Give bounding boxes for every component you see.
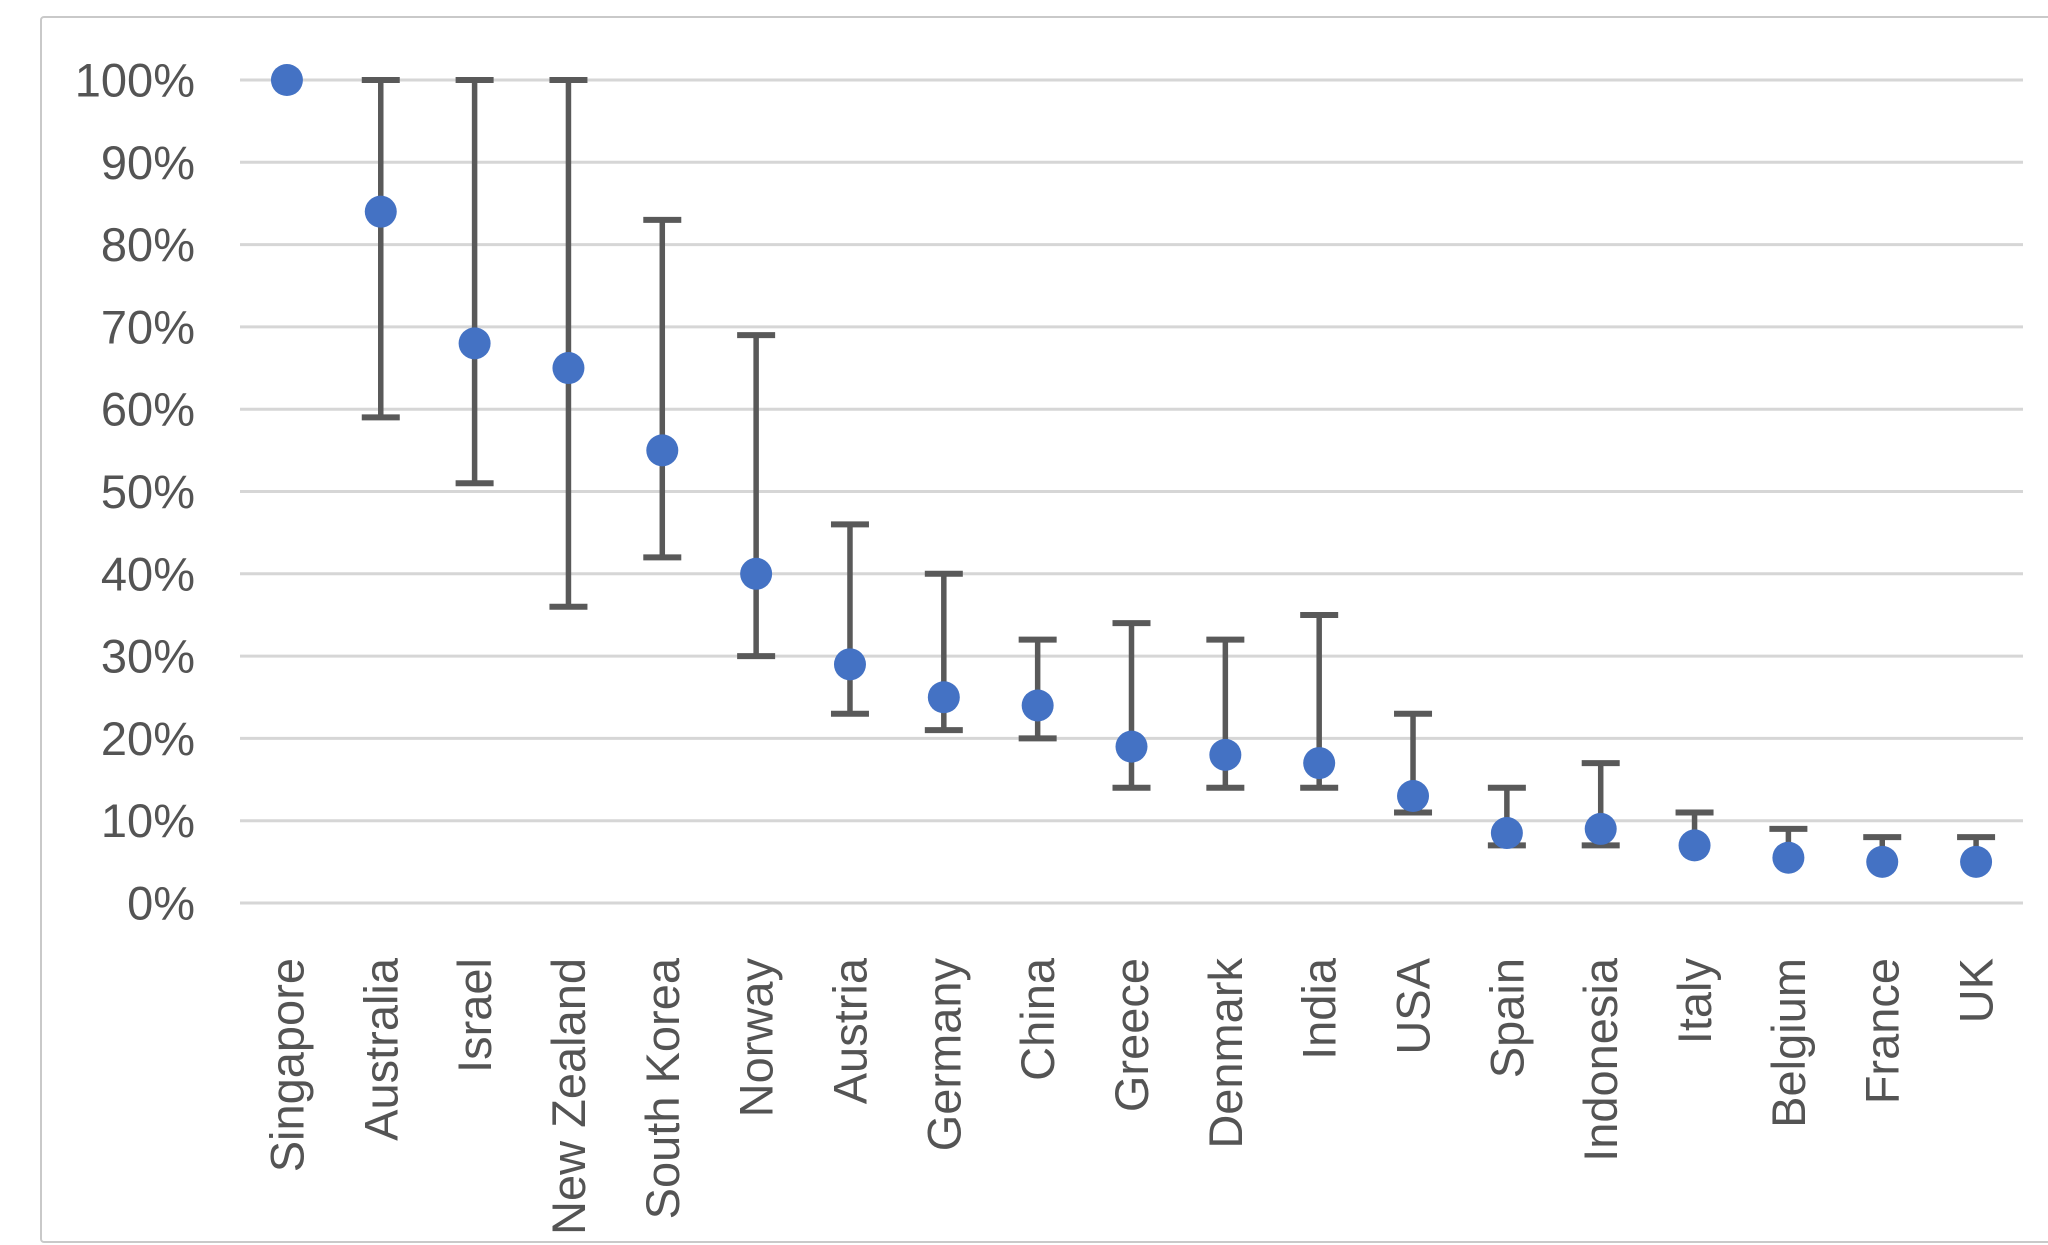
data-point-usa — [1397, 780, 1430, 813]
error-bar-austria — [830, 521, 869, 717]
error-bar-china — [1018, 636, 1057, 742]
data-point-new-zealand — [552, 352, 585, 385]
error-bar-israel — [455, 77, 494, 487]
y-tick-label-50: 50% — [101, 465, 195, 518]
data-point-germany — [927, 681, 960, 714]
data-point-singapore — [270, 64, 303, 96]
data-point-norway — [740, 557, 773, 590]
x-label-germany: Germany — [917, 958, 970, 1152]
data-point-belgium — [1772, 841, 1805, 874]
y-tick-label-40: 40% — [101, 547, 195, 600]
error-bar-south-korea — [643, 216, 682, 561]
x-label-singapore: Singapore — [260, 958, 313, 1172]
x-label-italy: Italy — [1668, 958, 1721, 1045]
data-point-denmark — [1209, 738, 1242, 771]
x-label-france: France — [1856, 958, 1909, 1104]
data-point-italy — [1678, 829, 1711, 862]
error-bar-new-zealand — [549, 77, 588, 610]
x-label-south-korea: South Korea — [636, 957, 689, 1219]
error-bar-greece — [1112, 620, 1151, 791]
data-point-china — [1021, 689, 1054, 722]
x-label-israel: Israel — [448, 958, 501, 1073]
error-bar-norway — [737, 332, 776, 660]
data-point-australia — [364, 195, 397, 228]
x-label-australia: Australia — [354, 957, 407, 1141]
x-label-denmark: Denmark — [1199, 958, 1252, 1149]
data-point-indonesia — [1584, 812, 1617, 845]
y-tick-label-70: 70% — [101, 300, 195, 353]
data-point-india — [1303, 747, 1336, 780]
x-label-usa: USA — [1387, 957, 1440, 1054]
error-bar-dot-chart: 0% 10% 20% 30% 40% 50% 60% 70% 80% 90% 100% Singapo… — [40, 16, 2048, 1243]
y-axis-tick-labels: 0% 10% 20% 30% 40% 50% 60% 70% 80% 90% 100% — [75, 53, 195, 929]
y-tick-label-90: 90% — [101, 136, 195, 189]
y-tick-label-100: 100% — [75, 53, 195, 106]
y-tick-label-30: 30% — [101, 630, 195, 683]
x-label-uk: UK — [1950, 958, 2003, 1023]
data-point-france — [1866, 845, 1899, 878]
x-axis-category-labels: Singapore Australia Israel New Zealand South… — [260, 957, 2002, 1235]
data-point-spain — [1490, 817, 1523, 850]
y-tick-label-80: 80% — [101, 218, 195, 271]
gridlines — [240, 78, 2023, 905]
data-points — [270, 64, 1993, 878]
x-label-indonesia: Indonesia — [1574, 957, 1627, 1162]
y-tick-label-20: 20% — [101, 712, 195, 765]
y-tick-label-0: 0% — [127, 876, 195, 929]
x-label-new-zealand: New Zealand — [542, 958, 595, 1235]
data-point-israel — [458, 327, 491, 360]
data-point-south-korea — [646, 434, 679, 467]
x-label-spain: Spain — [1480, 958, 1533, 1078]
data-point-uk — [1960, 845, 1993, 878]
x-label-india: India — [1293, 957, 1346, 1060]
data-point-austria — [833, 648, 866, 681]
y-tick-label-10: 10% — [101, 794, 195, 847]
x-label-greece: Greece — [1105, 958, 1158, 1112]
x-label-norway: Norway — [730, 958, 783, 1118]
x-label-belgium: Belgium — [1762, 958, 1815, 1128]
x-label-china: China — [1011, 957, 1064, 1081]
data-point-greece — [1115, 730, 1148, 763]
error-bar-australia — [361, 77, 400, 421]
y-tick-label-60: 60% — [101, 383, 195, 436]
chart-svg: 0% 10% 20% 30% 40% 50% 60% 70% 80% 90% 100% Singapo… — [75, 53, 2023, 1235]
x-label-austria: Austria — [823, 957, 876, 1104]
error-bars — [361, 77, 1996, 862]
